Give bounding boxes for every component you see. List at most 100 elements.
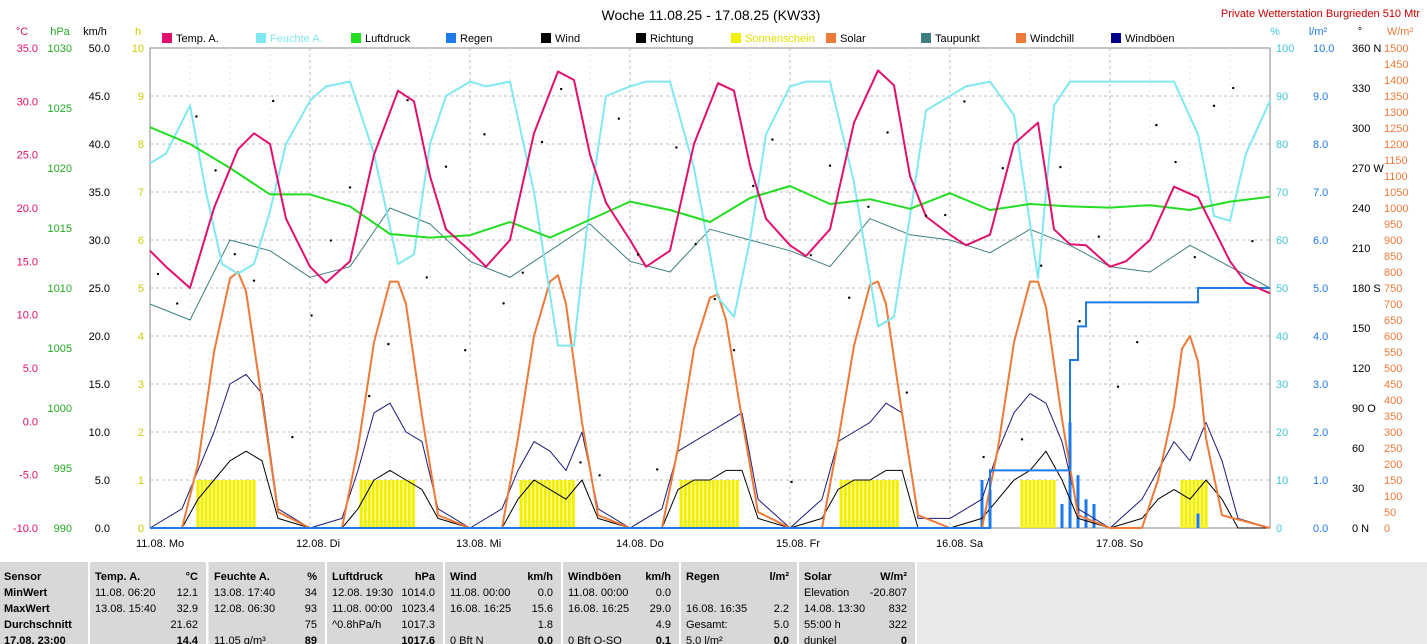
stats-value: 89 bbox=[304, 635, 317, 644]
legend-label: Richtung bbox=[650, 33, 693, 45]
tick-solar: 500 bbox=[1384, 363, 1402, 375]
wind-direction-dot bbox=[886, 131, 889, 134]
tick-wind: 15.0 bbox=[89, 379, 110, 391]
wind-direction-dot bbox=[790, 480, 793, 484]
sunshine-bar bbox=[547, 480, 551, 528]
wind-direction-dot bbox=[176, 302, 179, 305]
stats-column-solar: Solar W/m² Elevation -20.807 14.08. 13:30 832… bbox=[799, 562, 917, 644]
wind-direction-dot bbox=[502, 302, 505, 305]
stats-unit: W/m² bbox=[880, 571, 907, 583]
row-label-sensor: Sensor bbox=[4, 571, 42, 583]
tick-rain: 10.0 bbox=[1313, 43, 1334, 55]
x-tick-label: 17.08. So bbox=[1096, 538, 1143, 550]
wind-direction-dot bbox=[214, 169, 217, 172]
stats-value: 32.9 bbox=[176, 603, 198, 615]
stats-value: 75 bbox=[304, 619, 317, 631]
wind-line bbox=[150, 450, 1270, 529]
sunshine-bar bbox=[216, 480, 220, 528]
wind-direction-dot bbox=[233, 252, 236, 256]
tick-temp: -5.0 bbox=[19, 470, 38, 482]
sunshine-bar bbox=[1028, 480, 1032, 528]
tick-wind: 10.0 bbox=[89, 427, 110, 439]
tick-press: 1005 bbox=[48, 343, 72, 355]
wind-direction-dot bbox=[252, 279, 256, 282]
wind-direction-dot bbox=[944, 213, 947, 217]
tick-solar: 1150 bbox=[1384, 155, 1408, 167]
sunshine-bar bbox=[1188, 480, 1192, 528]
wind-direction-dot bbox=[444, 165, 448, 168]
sunshine-bar bbox=[867, 480, 871, 528]
tick-solar: 1100 bbox=[1384, 171, 1408, 183]
stats-value: 93 bbox=[304, 603, 317, 615]
row-label-avg: Durchschnitt bbox=[4, 619, 72, 631]
stats-label: dunkel bbox=[804, 635, 837, 644]
tick-solar: 700 bbox=[1384, 299, 1402, 311]
stats-label: 0 Bft O-SO bbox=[568, 635, 622, 644]
sunshine-bar bbox=[699, 480, 703, 528]
legend-swatch bbox=[162, 33, 172, 43]
x-tick-label: 14.08. Do bbox=[616, 538, 664, 550]
sunshine-bar bbox=[371, 480, 375, 528]
tick-solar: 350 bbox=[1384, 411, 1402, 423]
tick-rain: 2.0 bbox=[1313, 427, 1328, 439]
tick-dir: 0 N bbox=[1352, 523, 1369, 535]
tick-sun: 7 bbox=[138, 187, 144, 199]
stats-unit: hPa bbox=[414, 571, 435, 583]
legend-swatch bbox=[826, 33, 836, 43]
sunshine-bar bbox=[731, 480, 735, 528]
tick-dir: 300 bbox=[1352, 123, 1370, 135]
stats-label: 16.08. 16:25 bbox=[450, 603, 512, 615]
sunshine-bar bbox=[559, 480, 563, 528]
legend-label: Windböen bbox=[1125, 33, 1175, 45]
sunshine-bar bbox=[683, 480, 687, 528]
tick-solar: 1000 bbox=[1384, 203, 1408, 215]
tick-dir: 120 bbox=[1352, 363, 1370, 375]
sunshine-bar bbox=[871, 480, 875, 528]
sunshine-bar bbox=[883, 480, 887, 528]
stats-label: ^0.8hPa/h bbox=[332, 619, 382, 631]
sunshine-bar bbox=[232, 480, 236, 528]
tick-solar: 550 bbox=[1384, 347, 1402, 359]
row-label-current: 17.08. 23:00 bbox=[4, 635, 66, 644]
wind-direction-dot bbox=[560, 87, 563, 91]
wind-direction-dot bbox=[982, 455, 985, 459]
legend-swatch bbox=[351, 33, 361, 43]
sunshine-bar bbox=[1020, 480, 1024, 528]
wind-direction-dot bbox=[1232, 86, 1235, 90]
rain-bar bbox=[980, 480, 984, 528]
sunshine-bar bbox=[687, 480, 691, 528]
sunshine-bar bbox=[555, 480, 559, 528]
sunshine-bar bbox=[1192, 480, 1196, 528]
stats-label: 16.08. 16:35 bbox=[686, 603, 748, 615]
stats-value: -20.807 bbox=[869, 587, 907, 599]
stats-label: 13.08. 15:40 bbox=[95, 603, 157, 615]
wind-direction-dot bbox=[867, 205, 870, 208]
legend-label: Regen bbox=[460, 33, 492, 45]
tick-wind: 30.0 bbox=[89, 235, 110, 247]
wind-direction-dot bbox=[521, 271, 524, 274]
stats-value: 1017.3 bbox=[401, 619, 435, 631]
tick-hum: 10 bbox=[1276, 475, 1288, 487]
wind-direction-dot bbox=[1097, 235, 1101, 238]
sunshine-bar bbox=[196, 480, 200, 528]
stats-value: 1.8 bbox=[537, 619, 553, 631]
tick-solar: 100 bbox=[1384, 491, 1402, 503]
tick-solar: 1350 bbox=[1384, 91, 1408, 103]
wind-direction-dot bbox=[1040, 264, 1043, 267]
tick-dir: 60 bbox=[1352, 443, 1364, 455]
wind-direction-dot bbox=[809, 253, 812, 257]
wind-direction-dot bbox=[1251, 239, 1254, 243]
tick-dir: 270 W bbox=[1352, 163, 1384, 175]
tick-sun: 3 bbox=[138, 379, 144, 391]
tick-solar: 1400 bbox=[1384, 75, 1408, 87]
legend-swatch bbox=[1016, 33, 1026, 43]
sunshine-bar bbox=[527, 480, 531, 528]
sunshine-bar bbox=[519, 480, 523, 528]
sunshine-bar bbox=[1204, 480, 1208, 528]
wind-direction-dot bbox=[195, 115, 198, 118]
wind-direction-dot bbox=[1136, 340, 1139, 344]
rain-cumulative-line bbox=[150, 287, 1270, 529]
sunshine-bar bbox=[539, 480, 543, 528]
x-tick-label: 11.08. Mo bbox=[136, 538, 184, 550]
stats-value: 0.0 bbox=[773, 635, 789, 644]
